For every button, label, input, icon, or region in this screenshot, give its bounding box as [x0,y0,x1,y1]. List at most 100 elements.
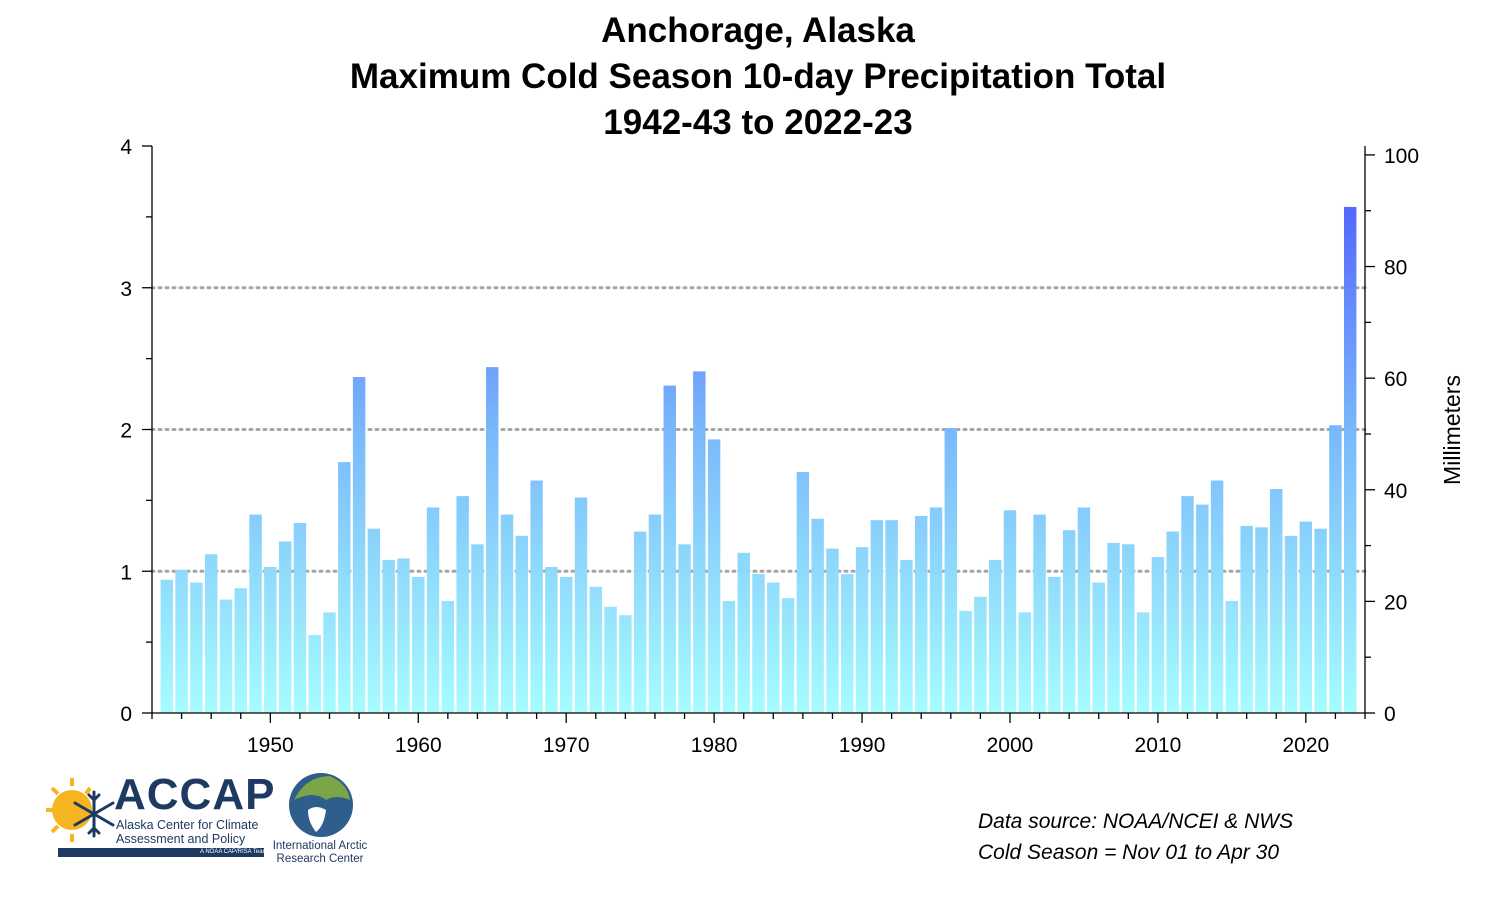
bar [1166,531,1179,713]
bar [826,548,839,713]
bar [870,520,884,713]
bar [204,554,218,713]
bar [1196,504,1209,713]
iarc-globe-icon [289,773,353,837]
bar [1343,206,1357,713]
bar [1225,601,1239,713]
bar [264,566,277,713]
y2-tick-label: 40 [1384,480,1407,503]
title-line-2: Maximum Cold Season 10-day Precipitation… [349,57,1167,96]
bar [175,569,188,713]
bar [219,599,233,713]
accap-sun-snowflake-icon [46,778,115,842]
y2-tick-label: 0 [1384,703,1396,726]
y-tick-label: 3 [120,278,132,301]
bar [1092,582,1105,713]
y2-axis-title: Millimeters [1439,375,1465,485]
bar [988,559,1002,713]
bar [752,574,765,713]
bar [1240,525,1253,713]
bar [855,547,869,713]
bar [1151,557,1165,713]
bar [515,535,529,713]
bar [929,507,943,713]
y2-tick-label: 20 [1384,591,1407,614]
bar [441,601,455,713]
bar [648,514,662,713]
data-source-note: Data source: NOAA/NCEI & NWS [978,810,1294,833]
chart-notes: Data source: NOAA/NCEI & NWS Cold Season… [978,806,1293,868]
x-tick-label: 1970 [543,734,590,757]
bar [397,558,410,713]
bar [693,371,706,713]
bar [1107,542,1120,713]
x-tick-label: 2010 [1135,734,1182,757]
bar [1018,612,1031,713]
bar [1314,528,1327,713]
y2-tick-label: 60 [1384,368,1407,391]
bar [707,439,721,713]
bar [1048,576,1061,713]
bar [500,514,514,713]
y-tick-label: 0 [120,703,132,726]
chart-title: Anchorage, Alaska Maximum Cold Season 10… [0,8,1500,146]
logo-area: ACCAP Alaska Center for Climate Assessme… [40,768,380,868]
title-line-3: 1942-43 to 2022-23 [603,103,913,142]
bar [722,601,736,713]
bar [190,582,203,713]
title-line-1: Anchorage, Alaska [601,11,915,50]
x-tick-label: 2000 [987,734,1034,757]
y2-tick-label: 100 [1384,145,1419,168]
accap-logo-name: ACCAP [114,770,276,819]
bar [1255,527,1268,713]
y-tick-label: 2 [120,420,132,443]
bar [323,612,336,713]
bar [737,552,750,713]
bar [633,531,647,713]
bar [160,579,174,713]
accap-logo-team: A NOAA CAP/RISA Team [200,849,268,855]
bar [1299,521,1313,713]
bar [915,515,928,713]
cold-season-note: Cold Season = Nov 01 to Apr 30 [978,841,1279,864]
bar [426,507,440,713]
bar [767,582,780,713]
bar [1284,535,1298,713]
bar [1136,612,1150,713]
x-tick-label: 1980 [691,734,738,757]
bar [974,596,987,713]
bar [900,559,913,713]
y-tick-label: 1 [120,561,132,584]
bar [574,497,588,713]
x-tick-label: 1950 [247,734,294,757]
bar [959,610,972,713]
bar [293,523,307,713]
bar [234,588,247,713]
bar [530,480,543,713]
iarc-logo-name: International Arctic Research Center [272,840,368,865]
bar [471,544,484,713]
bar [486,367,499,713]
bar [545,566,558,713]
bar [1270,489,1283,713]
bar [589,586,602,713]
y2-tick-label: 80 [1384,257,1407,280]
accap-logo-subtitle: Alaska Center for Climate Assessment and… [116,818,259,846]
bar [1210,480,1224,713]
bar [456,496,469,713]
bar [604,606,617,713]
bar [663,385,676,713]
bar [412,576,425,713]
x-tick-label: 2020 [1282,734,1329,757]
bar [1033,514,1046,713]
bar [382,559,395,713]
bar [796,472,810,713]
x-tick-label: 1960 [395,734,442,757]
y-tick-label: 4 [120,136,132,159]
bar [1003,510,1017,713]
bar [338,462,351,713]
bar [781,598,795,713]
accap-logo-bar [58,848,264,857]
bars [160,206,1357,713]
